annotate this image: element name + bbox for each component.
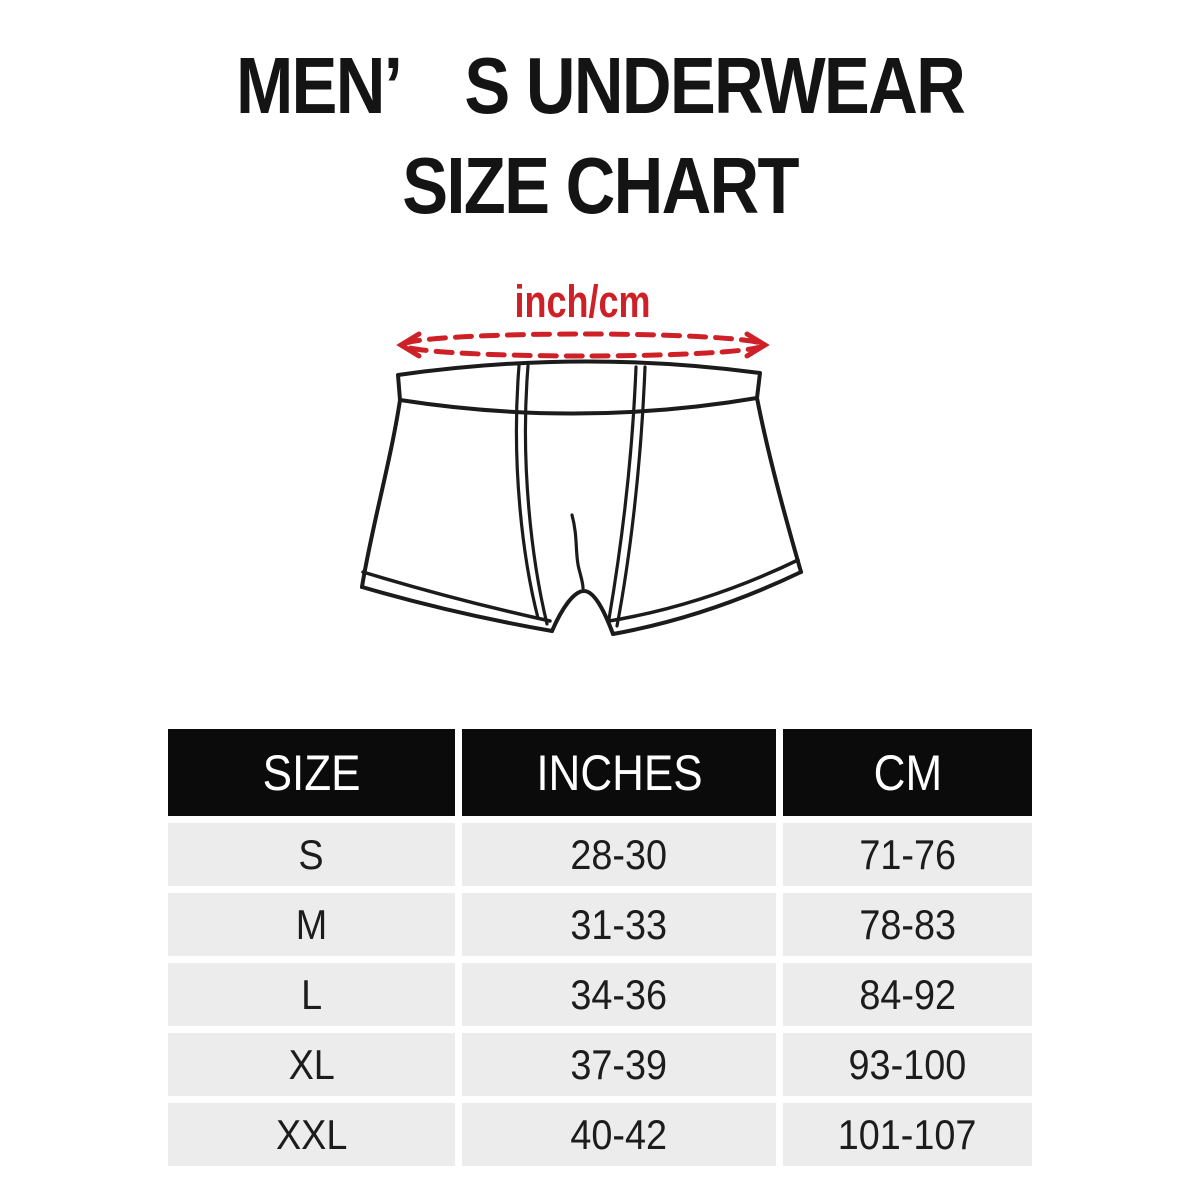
table-row-s-size: S xyxy=(168,823,455,886)
table-row-xl-size: XL xyxy=(168,1033,455,1096)
right-panel-seam-inner xyxy=(615,365,647,628)
boxer-briefs-illustration xyxy=(360,331,803,636)
header-inches-label: INCHES xyxy=(535,744,703,801)
size-table-header-cm: CM xyxy=(783,729,1032,816)
cell-value: 84-92 xyxy=(859,970,956,1018)
table-row-s-inches: 28-30 xyxy=(462,823,776,886)
waist-measure-label: inch/cm xyxy=(514,276,651,327)
table-row-s-cm: 71-76 xyxy=(783,823,1032,886)
right-arrowhead-icon xyxy=(744,331,770,359)
table-row-m-inches: 31-33 xyxy=(462,893,776,956)
table-row-xxl-size: XXL xyxy=(168,1103,455,1166)
cell-value: 40-42 xyxy=(570,1110,668,1158)
header-size-label: SIZE xyxy=(262,744,361,801)
table-row-xl-inches: 37-39 xyxy=(462,1033,776,1096)
right-leg-outer-edge xyxy=(755,396,803,574)
page-title: MEN’ S UNDERWEAR SIZE CHART xyxy=(84,36,1116,236)
fly-seam xyxy=(570,513,585,590)
left-panel-seam-inner xyxy=(523,364,549,626)
cell-value: 31-33 xyxy=(570,900,668,948)
right-leg-hem xyxy=(607,558,800,623)
left-panel-seam xyxy=(514,364,540,620)
cell-value: S xyxy=(298,830,325,878)
left-arrowhead-icon xyxy=(396,331,422,359)
table-row-m-cm: 78-83 xyxy=(783,893,1032,956)
right-panel-seam xyxy=(607,365,638,621)
cell-value: 34-36 xyxy=(570,970,668,1018)
boxer-outline xyxy=(360,359,803,636)
header-cm-label: CM xyxy=(873,744,942,801)
cell-value: 101-107 xyxy=(838,1110,977,1158)
cell-value: M xyxy=(295,900,328,948)
table-row-m-size: M xyxy=(168,893,455,956)
cell-value: XXL xyxy=(275,1110,348,1158)
table-row-xxl-inches: 40-42 xyxy=(462,1103,776,1166)
cell-value: 93-100 xyxy=(848,1040,967,1088)
cell-value: 28-30 xyxy=(570,830,668,878)
title-line-2: SIZE CHART xyxy=(402,141,799,230)
table-row-l-cm: 84-92 xyxy=(783,963,1032,1026)
waist-measure-ellipse-icon xyxy=(396,331,770,359)
table-row-l-inches: 34-36 xyxy=(462,963,776,1026)
left-leg-outer-edge xyxy=(360,398,402,589)
table-row-xxl-cm: 101-107 xyxy=(783,1103,1032,1166)
cell-value: 71-76 xyxy=(859,830,956,878)
table-row-l-size: L xyxy=(168,963,455,1026)
waistband xyxy=(396,359,762,416)
cell-value: L xyxy=(300,970,323,1018)
size-table-header-size: SIZE xyxy=(168,729,455,816)
table-row-xl-cm: 93-100 xyxy=(783,1033,1032,1096)
left-leg-hem-lower xyxy=(360,585,554,633)
right-leg-hem-lower xyxy=(611,570,803,636)
size-table-header-inches: INCHES xyxy=(462,729,776,816)
title-line-1: MEN’ S UNDERWEAR xyxy=(235,41,966,130)
left-leg-hem xyxy=(361,570,552,623)
cell-value: XL xyxy=(288,1040,335,1088)
cell-value: 37-39 xyxy=(570,1040,668,1088)
size-table: SIZE INCHES CM S 28-30 71-76 M 31-33 78-… xyxy=(168,729,1032,1166)
crotch-curve xyxy=(550,589,615,636)
cell-value: 78-83 xyxy=(859,900,956,948)
